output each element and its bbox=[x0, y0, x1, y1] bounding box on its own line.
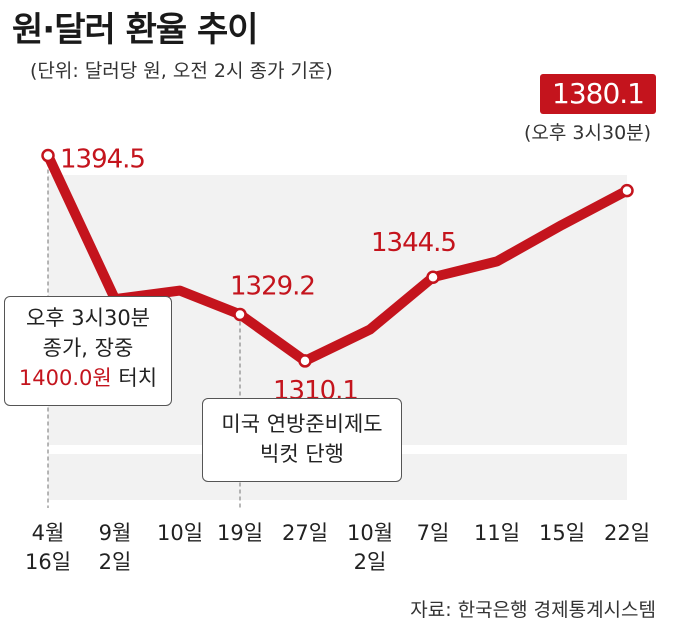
series-line bbox=[43, 150, 632, 366]
x-tick-label: 10월 bbox=[347, 521, 393, 545]
x-tick-label: 2일 bbox=[354, 550, 387, 574]
callout-close-touch: 오후 3시30분 종가, 장중 1400.0원 터치 bbox=[4, 296, 172, 406]
x-tick-label: 16일 bbox=[25, 550, 71, 574]
callout-tail: 터치 bbox=[111, 366, 158, 390]
callout-line-3: 1400.0원 터치 bbox=[5, 363, 171, 393]
data-points bbox=[41, 148, 634, 368]
unit-note: (단위: 달러당 원, 오전 2시 종가 기준) bbox=[30, 60, 333, 82]
data-label: 1394.5 bbox=[60, 145, 145, 175]
callout-fed-line-1: 미국 연방준비제도 bbox=[221, 412, 383, 436]
data-point bbox=[620, 183, 634, 198]
x-tick-label: 7일 bbox=[417, 521, 450, 545]
latest-value-badge: 1380.1 bbox=[540, 74, 656, 114]
callout-line-1: 오후 3시30분 bbox=[25, 306, 151, 330]
callout-red-value: 1400.0원 bbox=[18, 366, 112, 390]
x-tick-label: 11일 bbox=[474, 521, 520, 545]
callout-fed-line-2: 빅컷 단행 bbox=[260, 442, 344, 466]
x-tick-label: 15일 bbox=[539, 521, 585, 545]
x-tick-label: 27일 bbox=[282, 521, 328, 545]
x-tick-label: 4월 bbox=[32, 521, 65, 545]
x-tick-label: 10일 bbox=[157, 521, 203, 545]
x-tick-label: 22일 bbox=[604, 521, 650, 545]
data-point bbox=[41, 148, 55, 163]
series-line-path bbox=[43, 150, 632, 366]
callout-fed-cut: 미국 연방준비제도 빅컷 단행 bbox=[202, 398, 402, 482]
x-tick-label: 2일 bbox=[99, 550, 132, 574]
data-label: 1344.5 bbox=[371, 228, 456, 258]
x-tick-label: 19일 bbox=[217, 521, 263, 545]
data-point bbox=[426, 270, 440, 284]
data-point bbox=[233, 307, 247, 322]
callout-line-2: 종가, 장중 bbox=[42, 336, 134, 360]
x-tick-label: 9월 bbox=[99, 521, 132, 545]
chart-title: 원·달러 환율 추이 bbox=[12, 10, 259, 50]
x-axis-ticks: 4월 16일 9월 2일 10일 19일 27일 10월 2일 7일 11일 15일 22일 bbox=[25, 521, 650, 574]
data-point bbox=[298, 354, 312, 368]
data-label: 1329.2 bbox=[230, 271, 315, 301]
latest-value-note: (오후 3시30분) bbox=[524, 122, 652, 144]
source-note: 자료: 한국은행 경제통계시스템 bbox=[410, 599, 656, 621]
